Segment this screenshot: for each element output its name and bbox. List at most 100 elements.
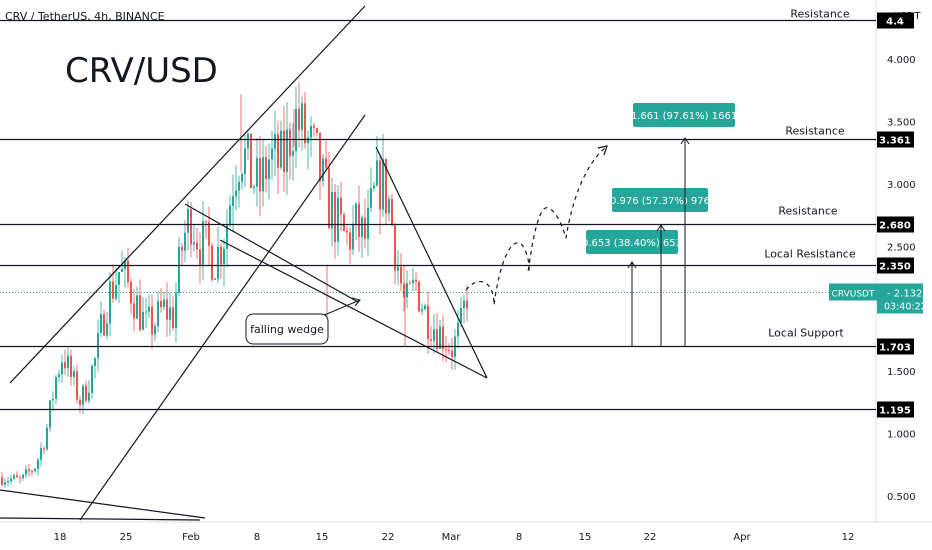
candle-body [172, 307, 174, 329]
price-tick-label: 2.500 [887, 242, 916, 253]
candle-body [400, 266, 402, 284]
candle-body [343, 214, 345, 231]
candle-body [373, 185, 375, 189]
price-tick-label: 0.500 [887, 492, 916, 503]
candle-body [82, 385, 84, 405]
candle-body [391, 198, 393, 225]
price-tick-label: 3.000 [887, 180, 916, 191]
candle-body [265, 157, 267, 180]
candle-body [259, 158, 261, 192]
forecast-arrow-head [597, 145, 608, 156]
candle-body [49, 400, 51, 428]
target-arrow-head [680, 137, 690, 145]
target-label: 0.976 (57.37%) 976 [610, 196, 710, 207]
candle-body [361, 217, 363, 237]
forecast-path [465, 147, 606, 306]
big-title: CRV/USD [65, 51, 218, 91]
candle-body [88, 392, 90, 401]
candle-body [157, 300, 159, 327]
time-axis[interactable]: 18 25 Feb 8 15 22 Mar 8 15 22 Apr 12 [54, 532, 855, 543]
candle-body [97, 332, 99, 359]
current-price-badge [877, 283, 923, 314]
candle-body [184, 232, 186, 251]
candle-body [34, 468, 36, 472]
level-badge-value: 1.703 [879, 343, 911, 354]
levels-group: Resistance 4.4 Resistance 3.361 Resistance 2.… [0, 8, 927, 418]
candle-body [370, 188, 372, 208]
target-box[interactable] [586, 230, 678, 254]
candle-body [85, 385, 87, 401]
candle-body [154, 326, 156, 335]
candle-body [268, 159, 270, 180]
candle-body [262, 157, 264, 192]
time-tick-label: 25 [120, 532, 133, 543]
target-arrow-head [627, 261, 637, 269]
candle-body [115, 284, 117, 299]
candle-body [211, 245, 213, 280]
candle-body [460, 307, 462, 323]
time-tick-label: 22 [644, 532, 657, 543]
price-tick-label: 4.000 [887, 55, 916, 66]
candle-body [445, 349, 447, 351]
price-tick-label: 1.000 [887, 430, 916, 441]
time-tick-label: 15 [316, 532, 329, 543]
candle-body [349, 232, 351, 250]
candle-body [325, 158, 327, 168]
candle-body [451, 350, 453, 357]
drawings-group: 0.653 (38.40%) 653 0.976 (57.37%) 976 1.66… [0, 5, 737, 521]
candle-body [301, 103, 303, 131]
symbol-tag [829, 283, 877, 301]
candle-body [313, 125, 315, 128]
time-tick-label: Mar [442, 532, 462, 543]
price-axis[interactable]: 4.000 3.500 3.000 2.500 1.500 1.000 0.500 [887, 55, 916, 503]
candle-body [331, 191, 333, 229]
note-arrow [321, 299, 361, 317]
target-box[interactable] [633, 103, 735, 127]
price-tick-label: 1.500 [887, 367, 916, 378]
level-badge-value: 3.361 [879, 136, 911, 147]
candle-body [190, 209, 192, 245]
time-tick-label: 8 [254, 532, 260, 543]
candle-body [355, 203, 357, 224]
candle-body [64, 362, 66, 369]
candle-body [205, 221, 207, 223]
note-arrow-head [351, 297, 361, 307]
candle-body [412, 279, 414, 284]
candle-body [163, 299, 165, 307]
candle-body [109, 281, 111, 324]
candle-body [37, 459, 39, 469]
candles-group [1, 82, 468, 488]
target-box[interactable] [612, 188, 708, 212]
candle-body [199, 249, 201, 266]
candle-body [40, 448, 42, 460]
level-label: Local Resistance [764, 248, 856, 261]
candle-body [292, 151, 294, 156]
countdown-value: 03:40:22 [884, 302, 927, 313]
time-tick-label: Feb [182, 532, 200, 543]
candle-body [145, 311, 147, 313]
candle-body [223, 248, 225, 265]
candle-body [418, 281, 420, 312]
candle-body [67, 355, 69, 369]
candle-body [433, 329, 435, 341]
symbol-line: CRV / TetherUS, 4h, BINANCE [5, 10, 165, 23]
candle-body [286, 129, 288, 172]
candle-body [379, 160, 381, 210]
candle-body [169, 307, 171, 320]
candle-body [436, 329, 438, 349]
time-tick-label: 8 [516, 532, 522, 543]
candle-body [250, 133, 252, 189]
candle-body [73, 371, 75, 377]
candle-body [244, 148, 246, 174]
candle-body [175, 292, 177, 329]
candle-body [142, 311, 144, 330]
candle-body [334, 191, 336, 242]
candle-body [19, 477, 21, 479]
current-price-value: - 2.132 [887, 289, 922, 300]
candle-body [226, 225, 228, 249]
candle-body [442, 326, 444, 350]
candle-body [256, 158, 258, 187]
candle-body [151, 306, 153, 335]
candle-body [439, 326, 441, 349]
